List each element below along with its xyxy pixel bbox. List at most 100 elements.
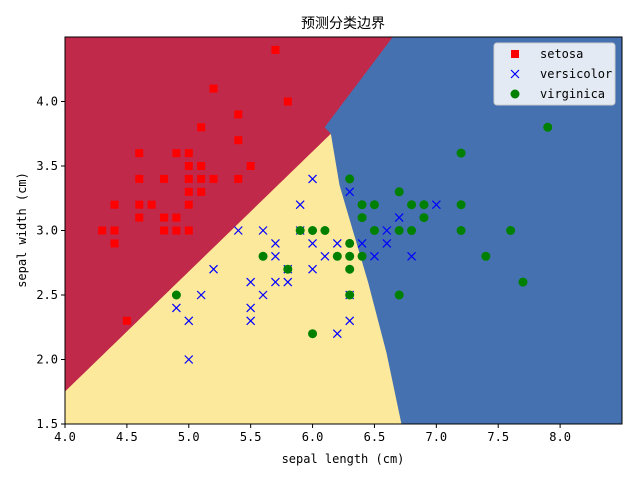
legend-box [493, 42, 616, 106]
legend-marker-virginica [510, 89, 520, 99]
virginica-point [345, 174, 355, 184]
virginica-point [394, 187, 404, 197]
virginica-point [171, 290, 181, 300]
chart-title: 预测分类边界 [301, 16, 385, 32]
y-tick-label: 1.5 [36, 417, 58, 431]
virginica-point [456, 148, 466, 158]
x-tick-label: 8.0 [549, 430, 571, 444]
x-tick-label: 7.0 [425, 430, 447, 444]
virginica-point [407, 200, 417, 210]
setosa-point [135, 200, 144, 209]
versicolor-point [283, 277, 293, 287]
y-tick-label: 2.5 [36, 288, 58, 302]
versicolor-point [407, 251, 417, 261]
setosa-point [271, 45, 280, 54]
versicolor-point [196, 290, 206, 300]
setosa-point [246, 162, 255, 170]
y-axis-label: sepal width (cm) [15, 172, 29, 288]
legend-marker-versicolor [510, 69, 520, 79]
setosa-point [160, 213, 169, 222]
setosa-point [234, 174, 243, 183]
virginica-point [506, 226, 516, 235]
setosa-point [184, 162, 193, 170]
virginica-point [456, 226, 466, 235]
virginica-point [407, 226, 417, 235]
setosa-point [234, 136, 243, 145]
setosa-point [172, 149, 181, 158]
x-tick-label: 6.0 [302, 430, 324, 444]
versicolor-point [320, 251, 330, 261]
y-tick-label: 2.0 [36, 353, 58, 367]
versicolor-point [258, 290, 268, 300]
virginica-point [518, 277, 528, 287]
versicolor-point [246, 303, 256, 313]
versicolor-point [357, 238, 367, 248]
x-tick-label: 5.0 [178, 430, 200, 444]
versicolor-point [295, 200, 305, 210]
virginica-point [357, 200, 367, 210]
virginica-point [357, 213, 367, 223]
versicolor-point [246, 316, 256, 326]
virginica-point [394, 226, 404, 235]
virginica-point [320, 226, 330, 235]
legend: setosa versicolor virginica [493, 42, 616, 106]
setosa-point [135, 213, 144, 222]
setosa-point [184, 187, 193, 196]
versicolor-point [370, 251, 379, 261]
y-tick-label: 3.0 [36, 224, 58, 238]
versicolor-point [382, 226, 392, 235]
versicolor-point [246, 277, 256, 287]
virginica-point [419, 200, 429, 210]
versicolor-point [308, 174, 317, 184]
versicolor-point [184, 316, 194, 326]
setosa-point [197, 123, 206, 132]
virginica-point [394, 290, 404, 300]
setosa-point [147, 200, 156, 209]
legend-marker-setosa [511, 50, 519, 58]
versicolor-point [270, 277, 280, 287]
setosa-point [184, 149, 193, 158]
versicolor-point [270, 238, 280, 248]
setosa-point [234, 110, 243, 119]
setosa-point [135, 174, 144, 183]
versicolor-point [345, 316, 355, 326]
virginica-point [357, 251, 367, 261]
setosa-point [135, 149, 144, 158]
setosa-point [197, 162, 206, 170]
setosa-point [184, 226, 193, 235]
setosa-point [197, 187, 206, 196]
setosa-point [184, 174, 193, 183]
setosa-point [98, 226, 107, 235]
legend-label-setosa: setosa [540, 47, 583, 61]
versicolor-point [382, 238, 392, 248]
virginica-point [543, 122, 553, 132]
versicolor-point [258, 226, 268, 235]
x-axis-label: sepal length (cm) [282, 452, 405, 466]
decision-regions [64, 36, 623, 425]
setosa-point [172, 213, 181, 222]
virginica-point [456, 200, 466, 210]
virginica-point [345, 238, 355, 248]
setosa-point [160, 174, 169, 183]
setosa-point [209, 84, 218, 93]
versicolor-point [394, 213, 404, 223]
virginica-point [283, 264, 293, 274]
virginica-point [295, 226, 305, 235]
versicolor-point [345, 187, 355, 197]
legend-label-virginica: virginica [540, 87, 605, 101]
x-tick-label: 5.5 [240, 430, 262, 444]
y-tick-label: 3.5 [36, 159, 58, 173]
virginica-point [419, 213, 429, 223]
virginica-point [345, 290, 355, 300]
versicolor-point [431, 200, 441, 210]
x-tick-label: 4.0 [54, 430, 76, 444]
virginica-point [258, 251, 268, 261]
setosa-point [110, 226, 119, 235]
versicolor-point [171, 303, 181, 313]
versicolor-point [270, 251, 280, 261]
setosa-point [172, 226, 181, 235]
setosa-point [110, 200, 119, 209]
virginica-point [308, 226, 318, 235]
versicolor-point [233, 226, 243, 235]
